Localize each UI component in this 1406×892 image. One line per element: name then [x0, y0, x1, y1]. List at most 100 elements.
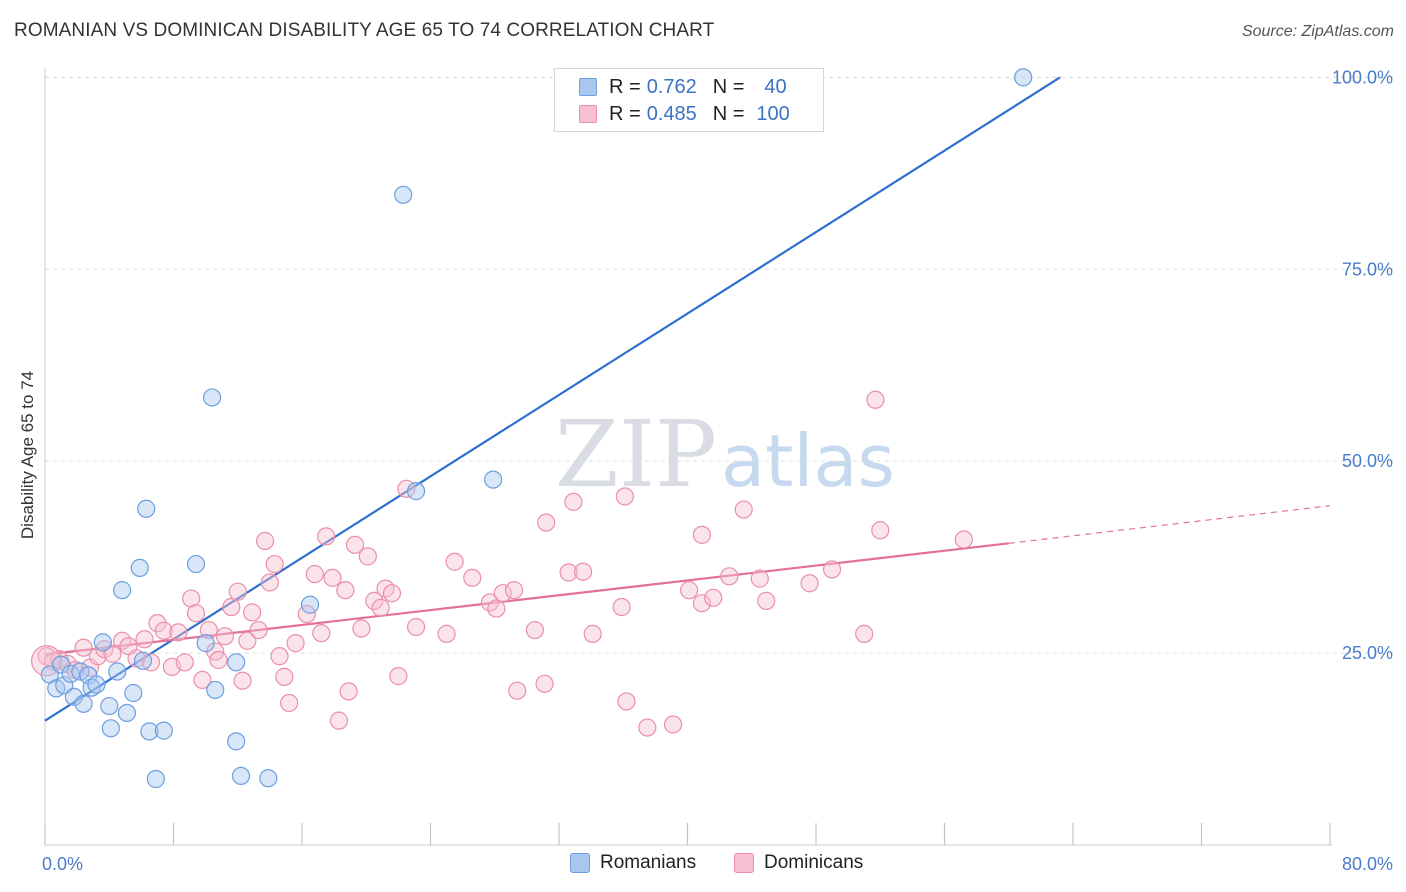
- dominican-point: [249, 620, 268, 640]
- romanians-label: Romanians: [600, 852, 697, 873]
- dominican-point: [487, 599, 506, 618]
- romanian-point: [259, 769, 278, 788]
- dominican-point: [757, 591, 776, 610]
- tick-labels: 25.0% 50.0% 75.0% 100.0% 0.0% 80.0%: [42, 67, 1393, 874]
- dominican-point: [504, 581, 524, 600]
- y-tick-label: 25.0%: [1342, 643, 1393, 663]
- dominican-point: [704, 588, 723, 607]
- dominican-point: [525, 620, 545, 640]
- y-tick-label: 50.0%: [1342, 451, 1393, 471]
- romanian-point: [64, 687, 84, 706]
- romanian-point: [300, 595, 320, 614]
- dominican-point: [215, 627, 234, 646]
- watermark: ZIP atlas: [555, 401, 895, 508]
- legend-row-dominicans: R = 0.485 N = 100: [579, 102, 790, 126]
- romanian-point: [231, 766, 251, 786]
- romanian-point: [1014, 68, 1033, 87]
- romanian-trend-line: [44, 76, 1061, 722]
- source-credit: Source: ZipAtlas.com: [1241, 23, 1394, 40]
- romanian-point: [137, 499, 156, 518]
- romanian-points: [40, 68, 1033, 789]
- dominican-point: [222, 597, 241, 617]
- chart-title: ROMANIAN VS DOMINICAN DISABILITY AGE 65 …: [14, 20, 715, 41]
- dominican-point: [463, 568, 482, 587]
- romanian-point: [206, 680, 225, 700]
- romanian-point: [484, 470, 503, 489]
- dominican-point: [750, 569, 769, 588]
- romanian-point: [196, 634, 215, 653]
- romanian-point: [154, 721, 173, 740]
- romanian-point: [130, 558, 149, 577]
- dominican-point: [358, 547, 377, 566]
- dominican-point: [209, 650, 228, 670]
- romanian-point: [146, 769, 165, 789]
- dominican-trend-line: [44, 542, 1009, 656]
- dominican-point: [559, 563, 578, 582]
- dominican-trend-extension: [1008, 505, 1331, 544]
- romanian-point: [124, 683, 143, 703]
- romanian-point: [108, 662, 127, 681]
- romanian-point: [112, 581, 132, 600]
- dominican-point: [260, 573, 279, 592]
- dominican-point: [871, 521, 890, 540]
- dominican-point: [583, 624, 602, 643]
- dominican-point: [154, 621, 173, 640]
- dominican-point: [800, 574, 819, 593]
- dominican-point: [371, 598, 390, 617]
- trend-lines: [44, 76, 1331, 722]
- dominican-point: [312, 624, 331, 643]
- dominican-point: [270, 647, 289, 666]
- romanian-point: [117, 703, 137, 723]
- dominican-point: [855, 624, 874, 643]
- dominicans-swatch: [734, 853, 754, 873]
- dominican-point: [493, 584, 512, 603]
- dominican-points: [31, 390, 973, 737]
- romanian-point: [186, 554, 206, 574]
- romanian-point: [394, 185, 413, 204]
- dominican-point: [265, 554, 284, 574]
- dominican-point: [352, 619, 371, 638]
- x-tick-label: 80.0%: [1342, 854, 1393, 874]
- romanian-point: [133, 651, 153, 670]
- bottom-legend-dominicans: Dominicans: [734, 852, 863, 874]
- dominican-point: [169, 623, 188, 642]
- dominican-point: [186, 604, 206, 623]
- dominican-point: [954, 530, 973, 549]
- dominicans-swatch: [579, 105, 597, 123]
- dominican-point: [638, 718, 657, 737]
- romanian-point: [87, 675, 106, 694]
- grid: [45, 76, 1395, 654]
- dominican-point: [692, 594, 712, 613]
- legend-r-value: 0.485: [646, 102, 697, 125]
- romanian-point: [82, 678, 101, 697]
- romanian-point: [406, 482, 426, 501]
- y-tick-label: 75.0%: [1342, 259, 1393, 279]
- dominicans-label: Dominicans: [764, 852, 864, 873]
- dominican-point: [406, 617, 426, 637]
- dominican-point: [305, 564, 324, 584]
- legend-n-label: N =: [712, 75, 745, 98]
- dominican-point: [243, 603, 262, 622]
- dominican-point: [535, 674, 554, 693]
- x-tick-label: 0.0%: [42, 854, 83, 874]
- dominican-point: [537, 513, 556, 532]
- dominican-point: [228, 582, 247, 601]
- dominican-point: [280, 693, 299, 713]
- y-tick-label: 100.0%: [1332, 67, 1393, 87]
- watermark-zip: ZIP: [555, 401, 717, 508]
- dominican-point: [734, 500, 753, 519]
- dominican-point: [193, 670, 212, 690]
- dominican-point: [31, 645, 63, 677]
- legend-row-romanians: R = 0.762 N = 40: [579, 75, 787, 99]
- dominican-point: [692, 525, 712, 544]
- dominican-point: [382, 584, 402, 603]
- dominican-point: [345, 535, 365, 554]
- romanians-swatch: [579, 78, 597, 96]
- romanian-point: [101, 719, 120, 738]
- romanian-point: [227, 653, 246, 672]
- romanians-swatch: [570, 853, 590, 873]
- romanian-point: [202, 388, 222, 407]
- dominican-point: [573, 562, 593, 581]
- romanian-point: [74, 694, 93, 713]
